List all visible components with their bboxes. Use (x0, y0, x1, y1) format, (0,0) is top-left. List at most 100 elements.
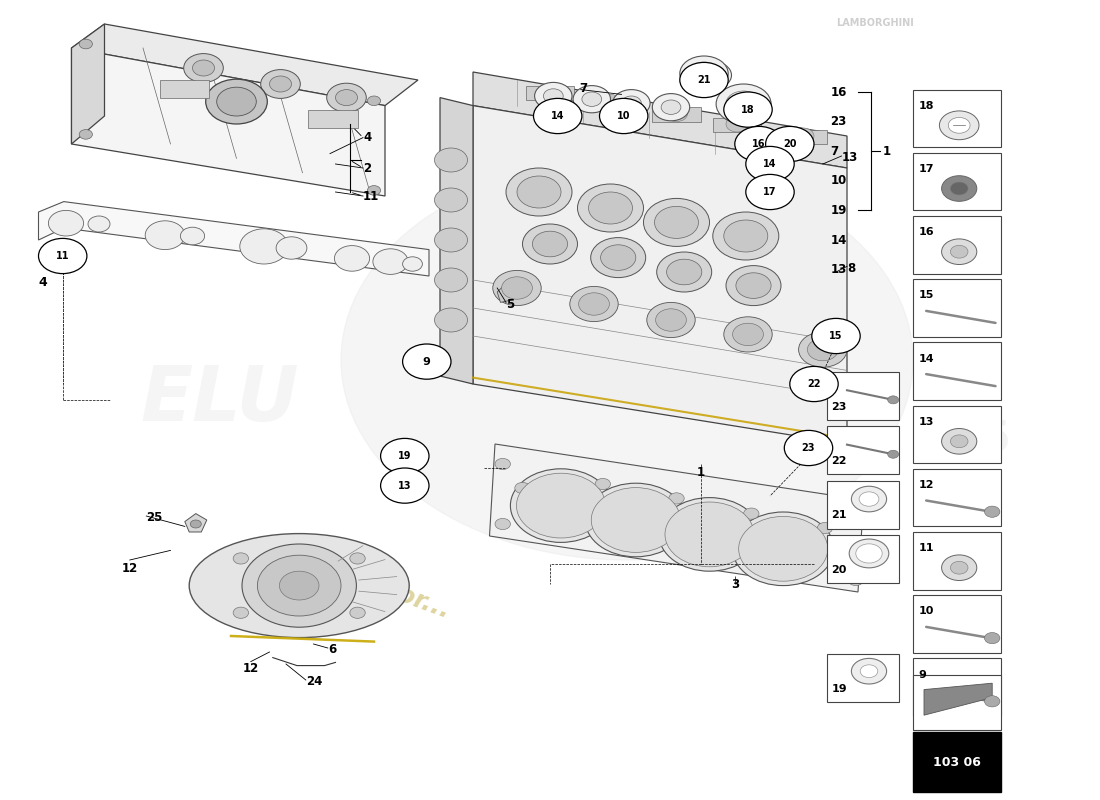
Text: 22: 22 (807, 379, 821, 389)
Circle shape (689, 62, 719, 85)
Circle shape (726, 91, 761, 117)
Circle shape (240, 229, 288, 264)
Circle shape (654, 206, 698, 238)
Circle shape (726, 266, 781, 306)
Text: 18: 18 (741, 105, 755, 114)
Circle shape (656, 309, 686, 331)
Circle shape (261, 70, 300, 98)
Text: 23: 23 (802, 443, 815, 453)
Polygon shape (924, 683, 992, 715)
Bar (913, 732, 1001, 792)
Circle shape (724, 92, 772, 127)
Circle shape (192, 60, 215, 76)
Circle shape (510, 469, 612, 542)
Text: 11: 11 (918, 543, 934, 553)
Circle shape (601, 245, 636, 270)
Text: LAMBORGHINI: LAMBORGHINI (836, 18, 914, 27)
Circle shape (373, 249, 408, 274)
Text: 19: 19 (832, 684, 847, 694)
Circle shape (666, 106, 688, 122)
Bar (913, 532, 1001, 590)
Circle shape (647, 302, 695, 338)
Circle shape (680, 56, 728, 91)
Circle shape (588, 192, 632, 224)
Bar (652, 107, 701, 122)
Circle shape (403, 257, 422, 271)
Circle shape (848, 574, 864, 586)
Circle shape (666, 502, 754, 566)
Bar (913, 216, 1001, 274)
Bar (913, 658, 1001, 716)
Circle shape (652, 94, 690, 121)
Circle shape (573, 86, 610, 113)
Circle shape (517, 474, 605, 538)
Text: 16: 16 (918, 227, 934, 237)
Text: 20: 20 (783, 139, 796, 149)
Circle shape (434, 188, 468, 212)
Circle shape (942, 555, 977, 581)
Circle shape (180, 227, 205, 245)
Circle shape (590, 498, 605, 510)
Circle shape (948, 118, 970, 134)
Circle shape (336, 90, 358, 106)
Text: 14: 14 (830, 234, 847, 246)
Text: 12: 12 (122, 562, 138, 574)
Circle shape (860, 665, 878, 678)
Circle shape (942, 429, 977, 454)
Circle shape (600, 94, 621, 110)
Circle shape (434, 228, 468, 252)
Circle shape (381, 468, 429, 503)
Circle shape (600, 98, 648, 134)
Text: 13: 13 (842, 151, 858, 164)
Circle shape (950, 562, 968, 574)
Circle shape (849, 539, 889, 568)
Circle shape (350, 607, 365, 618)
Circle shape (350, 553, 365, 564)
Circle shape (790, 366, 838, 402)
Text: 9: 9 (918, 670, 926, 679)
Circle shape (403, 344, 451, 379)
Circle shape (270, 76, 292, 92)
Polygon shape (72, 48, 385, 196)
Circle shape (799, 332, 847, 367)
Circle shape (733, 323, 763, 346)
Circle shape (659, 498, 760, 571)
Circle shape (680, 62, 728, 98)
Circle shape (570, 286, 618, 322)
Circle shape (817, 522, 833, 534)
Text: 17: 17 (918, 164, 934, 174)
Text: 9: 9 (422, 357, 431, 366)
Text: 4: 4 (363, 131, 372, 144)
Bar (913, 406, 1001, 463)
Circle shape (233, 607, 249, 618)
Circle shape (942, 239, 977, 265)
Circle shape (595, 478, 610, 490)
Text: 2: 2 (363, 162, 371, 174)
Circle shape (848, 508, 864, 519)
Circle shape (726, 116, 748, 132)
Text: 4: 4 (39, 276, 47, 289)
Circle shape (493, 270, 541, 306)
Polygon shape (497, 282, 517, 302)
Circle shape (578, 184, 644, 232)
Circle shape (585, 483, 686, 557)
Text: a passion for...: a passion for... (251, 530, 453, 622)
Circle shape (539, 84, 561, 100)
Bar (913, 279, 1001, 337)
Circle shape (812, 318, 860, 354)
Text: 12: 12 (918, 480, 934, 490)
Bar (827, 481, 899, 529)
Bar (913, 675, 1001, 730)
Text: 21: 21 (697, 75, 711, 85)
Circle shape (257, 555, 341, 616)
Circle shape (851, 658, 887, 684)
Text: 10: 10 (918, 606, 934, 616)
Circle shape (739, 517, 827, 581)
Circle shape (856, 544, 882, 563)
Circle shape (950, 246, 968, 258)
Circle shape (984, 696, 1000, 707)
Text: 485: 485 (925, 419, 1011, 461)
Circle shape (279, 571, 319, 600)
Circle shape (667, 259, 702, 285)
Circle shape (515, 482, 530, 494)
